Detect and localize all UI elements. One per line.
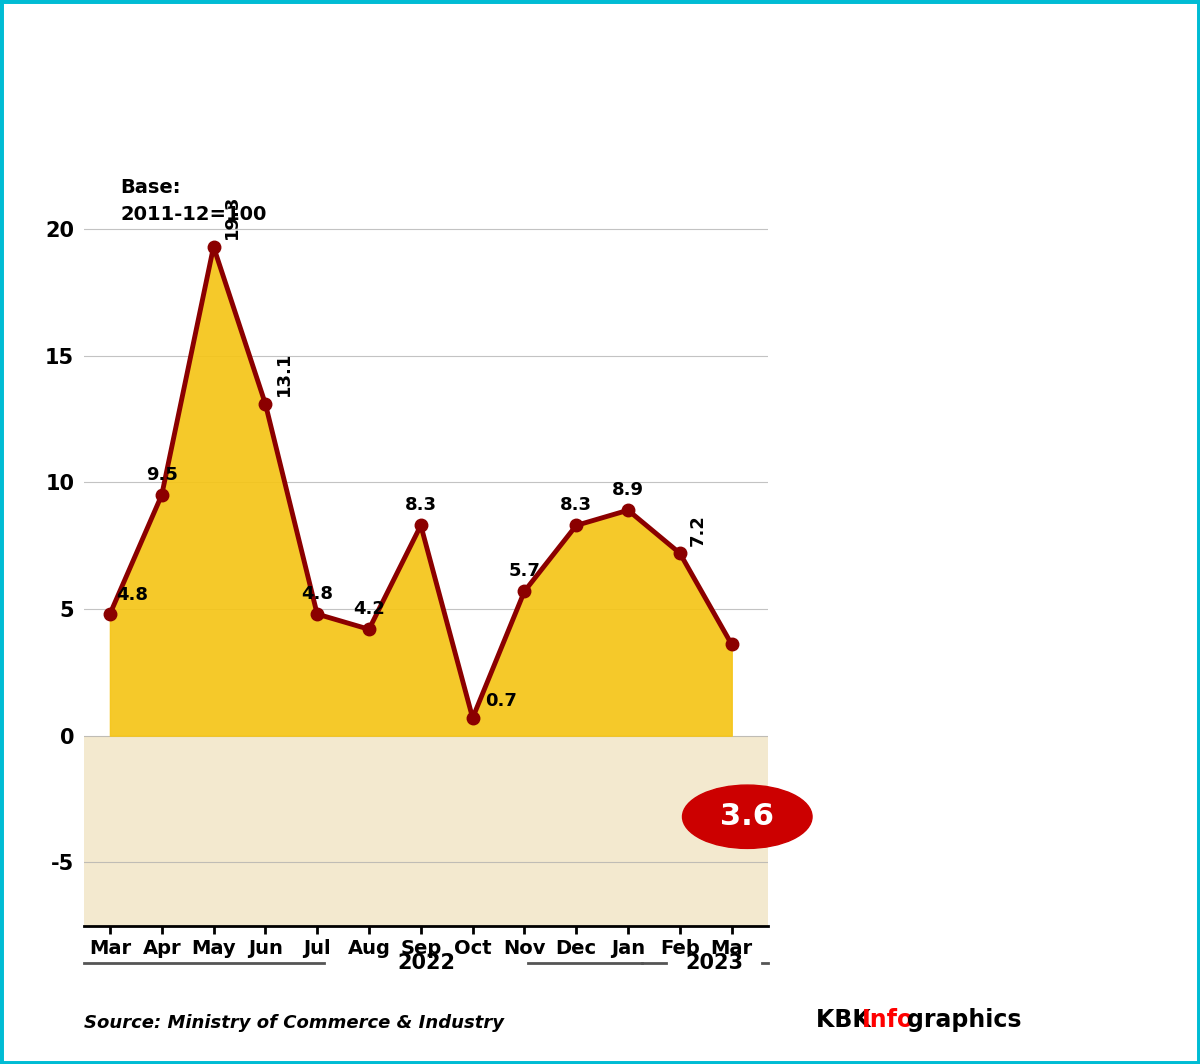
Text: 13.1: 13.1 [275,352,293,396]
Text: 7.2: 7.2 [689,514,707,546]
Text: 2023: 2023 [685,953,743,972]
Text: 9.5: 9.5 [145,466,178,484]
Text: KBK: KBK [816,1008,880,1032]
Text: graphics: graphics [907,1008,1021,1032]
Text: Info: Info [862,1008,914,1032]
Text: 3.6: 3.6 [720,802,774,831]
Text: 0.7: 0.7 [486,693,517,711]
Circle shape [683,785,812,848]
Text: 4.2: 4.2 [353,600,385,618]
Text: 4.8: 4.8 [301,585,334,602]
Text: Index of: Index of [853,49,1109,103]
Text: 2022: 2022 [397,953,455,972]
Text: 8.9: 8.9 [612,481,644,499]
Text: 8.3: 8.3 [404,496,437,514]
Text: 5.7: 5.7 [509,562,540,580]
Bar [84,735,768,926]
Text: Eight Core: Eight Core [818,167,1144,221]
Text: Industries: Industries [823,285,1139,339]
Text: 8.3: 8.3 [560,496,593,514]
Text: Base:
2011-12=100: Base: 2011-12=100 [120,179,266,223]
Text: Monthly Growth
Rate in Per Cent: Monthly Growth Rate in Per Cent [859,389,1103,450]
Text: 19.3: 19.3 [223,195,241,239]
Text: 4.8: 4.8 [116,586,148,604]
Text: Source: Ministry of Commerce & Industry: Source: Ministry of Commerce & Industry [84,1014,504,1032]
